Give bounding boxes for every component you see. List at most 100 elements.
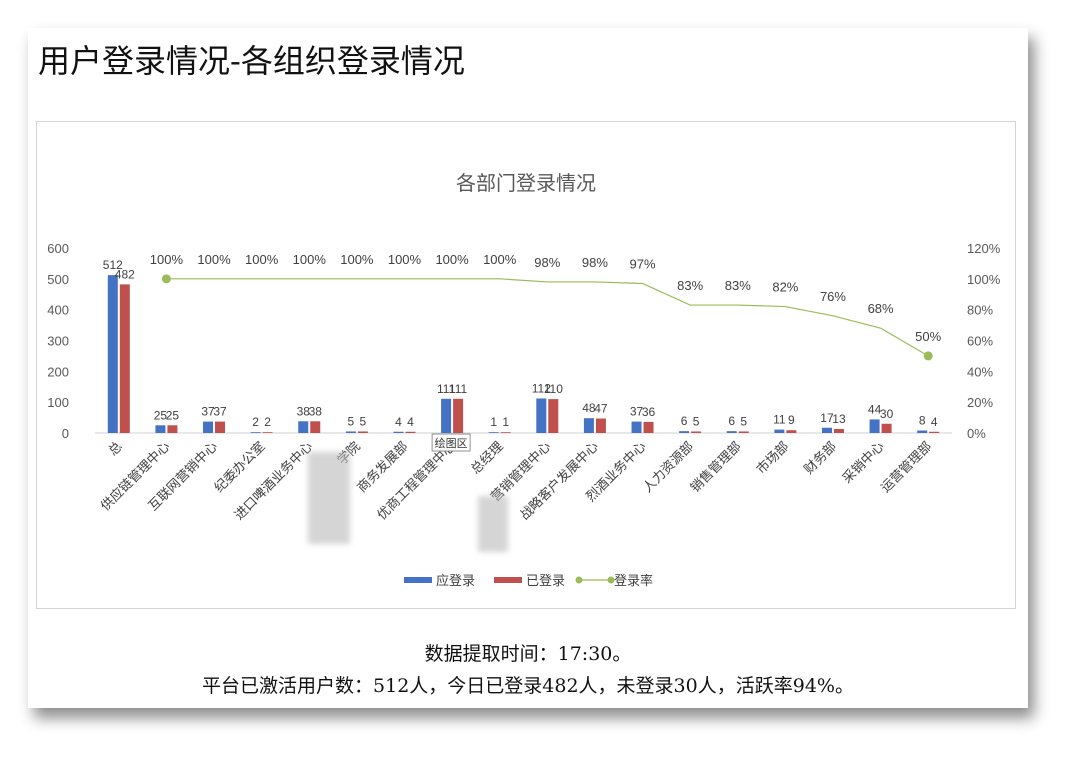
bar-data-label: 9 — [788, 413, 795, 427]
bar-should-login — [488, 432, 499, 433]
y-left-tick-label: 200 — [47, 364, 69, 379]
y-right-tick-label: 100% — [967, 272, 1001, 287]
bar-logged-in — [691, 431, 702, 433]
bar-should-login — [631, 421, 642, 433]
bar-logged-in — [786, 430, 797, 433]
bar-data-label: 4 — [395, 415, 402, 429]
chart-area[interactable]: 各部门登录情况 0 100 200 300 400 500 600 0% 20% 40% 60% 80%… — [36, 121, 1016, 609]
bar-should-login — [536, 398, 547, 433]
rate-data-label: 50% — [915, 329, 941, 344]
bar-should-login — [298, 421, 309, 433]
bar-data-label: 5 — [348, 414, 355, 428]
rate-data-label: 83% — [677, 278, 703, 293]
rate-data-label: 100% — [435, 252, 469, 267]
rate-data-label: 98% — [534, 255, 560, 270]
bar-should-login — [250, 432, 261, 433]
y-left-tick-label: 400 — [47, 303, 69, 318]
bar-should-login — [203, 421, 214, 433]
bar-logged-in — [310, 421, 321, 433]
bar-should-login — [345, 431, 356, 433]
bar-logged-in — [405, 431, 416, 433]
bar-logged-in — [453, 398, 464, 433]
bar-logged-in — [548, 399, 559, 433]
y-right-tick-label: 40% — [967, 364, 993, 379]
bar-data-label: 13 — [832, 412, 846, 426]
activation-summary: 平台已激活用户数：512人，今日已登录482人，未登录30人，活跃率94%。 — [202, 675, 854, 697]
bar-should-login — [726, 431, 737, 433]
slide: 用户登录情况-各组织登录情况 各部门登录情况 0 100 200 300 400 500 60… — [28, 28, 1028, 708]
data-time-note: 数据提取时间：17:30。 — [424, 643, 632, 665]
bar-data-label: 5 — [693, 414, 700, 428]
y-left-tick-label: 300 — [47, 334, 69, 349]
rate-data-label: 100% — [340, 252, 374, 267]
rate-data-label: 100% — [388, 252, 422, 267]
bar-should-login — [107, 275, 118, 433]
y-right-tick-label: 0% — [967, 426, 986, 441]
bar-data-label: 37 — [630, 405, 644, 419]
rate-data-label: 83% — [725, 278, 751, 293]
bar-logged-in — [357, 431, 368, 433]
bar-should-login — [155, 425, 166, 433]
bar-logged-in — [738, 431, 749, 433]
y-right-tick-label: 20% — [967, 395, 993, 410]
rate-data-label: 100% — [293, 252, 327, 267]
y-right-tick-label: 60% — [967, 334, 993, 349]
legend-label: 登录率 — [614, 573, 653, 588]
bar-data-label: 5 — [360, 414, 367, 428]
bar-data-label: 47 — [594, 402, 608, 416]
x-tick-label: 财务部 — [801, 439, 839, 477]
x-tick-label: 运营管理部 — [878, 439, 935, 496]
bar-data-label: 4 — [931, 415, 938, 429]
bar-data-label: 36 — [642, 405, 656, 419]
page-title: 用户登录情况-各组织登录情况 — [38, 42, 465, 80]
bar-should-login — [774, 429, 785, 433]
bar-should-login — [583, 418, 594, 433]
bar-data-label: 48 — [582, 401, 596, 415]
bar-data-label: 4 — [407, 415, 414, 429]
bar-logged-in — [215, 421, 226, 433]
chart-title: 各部门登录情况 — [456, 172, 596, 195]
bar-logged-in — [881, 423, 892, 433]
y-left-tick-label: 100 — [47, 395, 69, 410]
bar-should-login — [393, 431, 404, 433]
bar-logged-in — [500, 432, 511, 433]
y-right-tick-label: 120% — [967, 241, 1001, 256]
legend-swatch — [494, 577, 522, 583]
bar-data-label: 8 — [919, 414, 926, 428]
bar-data-label: 38 — [297, 404, 311, 418]
bar-data-label: 25 — [166, 408, 180, 422]
rate-data-label: 100% — [197, 252, 231, 267]
bar-should-login — [679, 431, 690, 433]
bar-data-label: 25 — [154, 408, 168, 422]
x-tick-label: 市场部 — [753, 439, 791, 477]
bar-should-login — [821, 427, 832, 433]
bar-data-label: 110 — [544, 382, 563, 396]
tooltip-text: 绘图区 — [435, 436, 468, 450]
bar-data-label: 37 — [213, 405, 227, 419]
rate-data-label: 68% — [868, 301, 894, 316]
bar-data-label: 2 — [252, 415, 259, 429]
bar-data-label: 512 — [103, 258, 123, 272]
redaction-blur — [478, 496, 508, 552]
y-left-tick-label: 0 — [62, 426, 69, 441]
bar-data-label: 482 — [115, 267, 135, 281]
rate-marker — [161, 274, 171, 284]
bar-logged-in — [262, 432, 273, 433]
bar-data-label: 111 — [449, 382, 468, 396]
legend-swatch — [404, 577, 432, 583]
bar-data-label: 1 — [502, 415, 509, 429]
x-tick-label: 总 — [105, 439, 125, 459]
tooltip-box — [431, 433, 471, 452]
bar-data-label: 5 — [740, 414, 747, 428]
x-tick-label: 总经理 — [468, 439, 506, 477]
bar-should-login — [441, 398, 452, 433]
legend-marker — [575, 576, 583, 584]
bar-data-label: 37 — [201, 405, 215, 419]
bar-data-label: 30 — [880, 407, 894, 421]
redaction-blur — [308, 452, 350, 544]
x-tick-label: 销售管理部 — [687, 439, 744, 496]
bar-data-label: 2 — [264, 415, 271, 429]
rate-marker — [923, 351, 933, 361]
bar-data-label: 112 — [532, 381, 551, 395]
rate-data-label: 98% — [582, 255, 608, 270]
